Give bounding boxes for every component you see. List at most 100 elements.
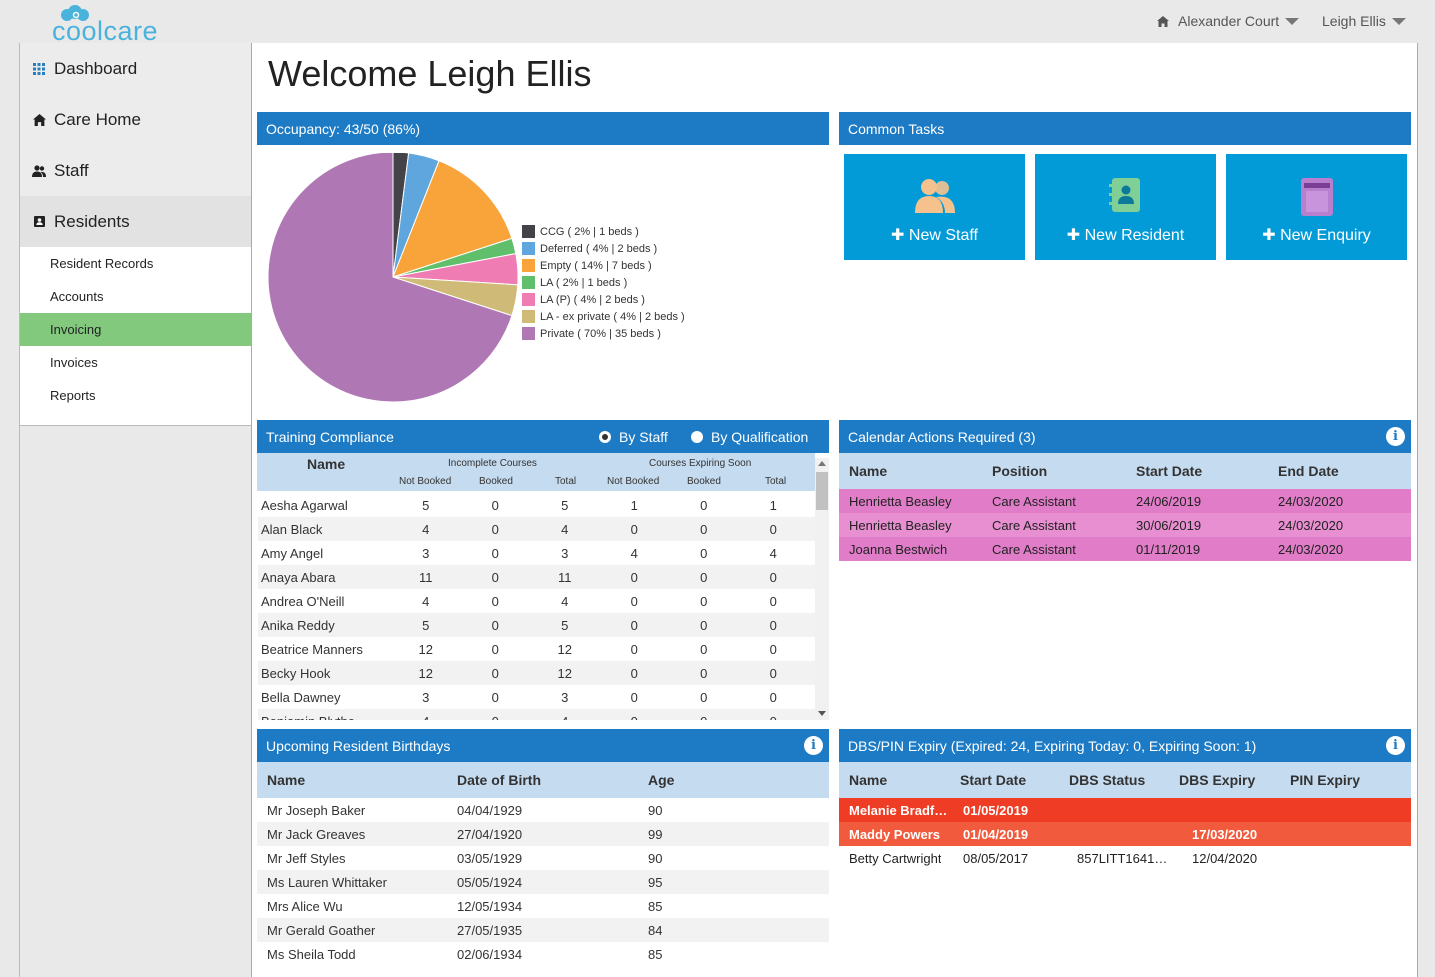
user-dropdown[interactable]: Leigh Ellis <box>1322 13 1406 29</box>
column-header-booked[interactable]: Booked <box>687 476 721 487</box>
sidebar-item-staff[interactable]: Staff <box>20 145 251 196</box>
column-header-dbs-expiry[interactable]: DBS Expiry <box>1179 772 1256 788</box>
table-row[interactable]: Mr Joseph Baker 04/04/1929 90 <box>257 798 829 822</box>
table-row[interactable]: Ms Lauren Whittaker 05/05/1924 95 <box>257 870 829 894</box>
column-header-total[interactable]: Total <box>765 476 787 487</box>
staff-name-cell: Anaya Abara <box>261 569 336 585</box>
pie-slice-ccg[interactable] <box>392 153 410 278</box>
scroll-down-arrow[interactable] <box>818 711 826 716</box>
new-resident-button[interactable]: ✚ New Resident <box>1035 154 1216 260</box>
column-header-end-date[interactable]: End Date <box>1278 463 1339 479</box>
count-cell: 0 <box>491 593 499 609</box>
new-staff-button[interactable]: ✚ New Staff <box>844 154 1025 260</box>
info-icon[interactable]: i <box>804 736 823 755</box>
column-header-position[interactable]: Position <box>992 463 1048 479</box>
scroll-up-arrow[interactable] <box>818 461 826 466</box>
table-row[interactable]: Maddy Powers 01/04/2019 17/03/2020 <box>839 822 1411 846</box>
table-row[interactable]: Amy Angel 3 0 3 4 0 4 <box>258 541 815 565</box>
task-label: ✚ New Enquiry <box>1262 227 1371 244</box>
table-row[interactable]: Henrietta Beasley Care Assistant 24/06/201… <box>839 489 1411 513</box>
training-table-header: Name Incomplete Courses Courses Expiring… <box>257 453 815 491</box>
sidebar-item-dashboard[interactable]: Dashboard <box>20 43 251 94</box>
column-header-age[interactable]: Age <box>648 772 675 788</box>
sidebar-item-residents[interactable]: Residents <box>20 196 251 247</box>
column-header-total[interactable]: Total <box>555 476 577 487</box>
sidebar-subitem-reports[interactable]: Reports <box>20 379 251 412</box>
table-row[interactable]: Mr Gerald Goather 27/05/1935 84 <box>257 918 829 942</box>
legend-item-private[interactable]: Private ( 70% | 35 beds ) <box>522 325 685 342</box>
count-cell: 4 <box>530 714 600 721</box>
pie-slice-private[interactable] <box>267 153 513 403</box>
column-header-name[interactable]: Name <box>307 456 346 472</box>
legend-item-empty[interactable]: Empty ( 14% | 7 beds ) <box>522 257 685 274</box>
cell-name: Ms Lauren Whittaker <box>267 874 387 890</box>
column-header-name[interactable]: Name <box>849 463 888 479</box>
count-cell: 0 <box>700 545 708 561</box>
column-header-name[interactable]: Name <box>849 772 888 788</box>
count-cell: 3 <box>422 689 430 705</box>
count-cell: 11 <box>558 569 572 585</box>
legend-item-la[interactable]: LA ( 2% | 1 beds ) <box>522 274 685 291</box>
table-row[interactable]: Alan Black 4 0 4 0 0 0 <box>258 517 815 541</box>
sidebar-item-care-home[interactable]: Care Home <box>20 94 251 145</box>
column-header-start-date[interactable]: Start Date <box>1136 463 1203 479</box>
cell-age: 90 <box>648 850 663 866</box>
table-row[interactable]: Ms Sheila Todd 02/06/1934 85 <box>257 942 829 966</box>
count-cell: 4 <box>422 593 430 609</box>
radio-by-staff[interactable]: By Staff <box>599 429 668 445</box>
table-row[interactable]: Melanie Bradf… 01/05/2019 <box>839 798 1411 822</box>
sidebar-subitem-resident-records[interactable]: Resident Records <box>20 247 251 280</box>
legend-item-ccg[interactable]: CCG ( 2% | 1 beds ) <box>522 223 685 240</box>
new-enquiry-button[interactable]: ✚ New Enquiry <box>1226 154 1407 260</box>
table-row[interactable]: Mr Jeff Styles 03/05/1929 90 <box>257 846 829 870</box>
count-cell: 0 <box>700 641 708 657</box>
sidebar-subitem-accounts[interactable]: Accounts <box>20 280 251 313</box>
occupancy-pie-chart <box>267 153 519 403</box>
legend-item-deferred[interactable]: Deferred ( 4% | 2 beds ) <box>522 240 685 257</box>
column-header-booked[interactable]: Booked <box>479 476 513 487</box>
legend-item-la-ex-private[interactable]: LA - ex private ( 4% | 2 beds ) <box>522 308 685 325</box>
scroll-thumb[interactable] <box>816 472 828 510</box>
cell-name: Melanie Bradf… <box>849 802 948 818</box>
cell-age: 84 <box>648 922 663 938</box>
table-row[interactable]: Joanna Bestwich Care Assistant 01/11/2019 2… <box>839 537 1411 561</box>
column-header-dob[interactable]: Date of Birth <box>457 772 541 788</box>
table-row[interactable]: Andrea O'Neill 4 0 4 0 0 0 <box>258 589 815 613</box>
count-cell: 0 <box>491 545 499 561</box>
staff-icon <box>844 178 1025 214</box>
count-cell: 0 <box>630 617 638 633</box>
count-cell: 12 <box>557 665 572 681</box>
cell-dob: 02/06/1934 <box>457 946 523 962</box>
count-cell: 3 <box>561 545 569 561</box>
table-row[interactable]: Aesha Agarwal 5 0 5 1 0 1 <box>258 493 815 517</box>
count-cell: 0 <box>630 569 638 585</box>
radio-by-qualification[interactable]: By Qualification <box>691 429 808 445</box>
column-header-not-booked[interactable]: Not Booked <box>399 476 452 487</box>
table-row[interactable]: Beatrice Manners 12 0 12 0 0 0 <box>258 637 815 661</box>
cell-name: Joanna Bestwich <box>849 541 948 557</box>
coolcare-logo[interactable]: coolcare <box>52 4 172 46</box>
table-row[interactable]: Betty Cartwright 08/05/2017 857LITT1641… 12… <box>839 846 1411 870</box>
table-row[interactable]: Becky Hook 12 0 12 0 0 0 <box>258 661 815 685</box>
table-row[interactable]: Anika Reddy 5 0 5 0 0 0 <box>258 613 815 637</box>
column-header-not-booked[interactable]: Not Booked <box>607 476 660 487</box>
training-scrollbar[interactable] <box>815 458 829 720</box>
table-row[interactable]: Henrietta Beasley Care Assistant 30/06/201… <box>839 513 1411 537</box>
table-row[interactable]: Anaya Abara 11 0 11 0 0 0 <box>258 565 815 589</box>
count-cell: 4 <box>561 593 569 609</box>
table-row[interactable]: Bella Dawney 3 0 3 0 0 0 <box>258 685 815 709</box>
table-row[interactable]: Mrs Alice Wu 12/05/1934 85 <box>257 894 829 918</box>
table-row[interactable]: Benjamin Blythe404000 <box>258 709 815 720</box>
sidebar-subitem-invoicing[interactable]: Invoicing <box>20 313 251 346</box>
legend-item-la-p[interactable]: LA (P) ( 4% | 2 beds ) <box>522 291 685 308</box>
column-header-dbs-status[interactable]: DBS Status <box>1069 772 1146 788</box>
count-cell: 0 <box>700 665 708 681</box>
info-icon[interactable]: i <box>1386 736 1405 755</box>
location-dropdown[interactable]: Alexander Court <box>1157 13 1300 29</box>
table-row[interactable]: Mr Jack Greaves 27/04/1920 99 <box>257 822 829 846</box>
sidebar-subitem-invoices[interactable]: Invoices <box>20 346 251 379</box>
column-header-pin-expiry[interactable]: PIN Expiry <box>1290 772 1361 788</box>
column-header-name[interactable]: Name <box>267 772 306 788</box>
column-header-start-date[interactable]: Start Date <box>960 772 1027 788</box>
info-icon[interactable]: i <box>1386 427 1405 446</box>
